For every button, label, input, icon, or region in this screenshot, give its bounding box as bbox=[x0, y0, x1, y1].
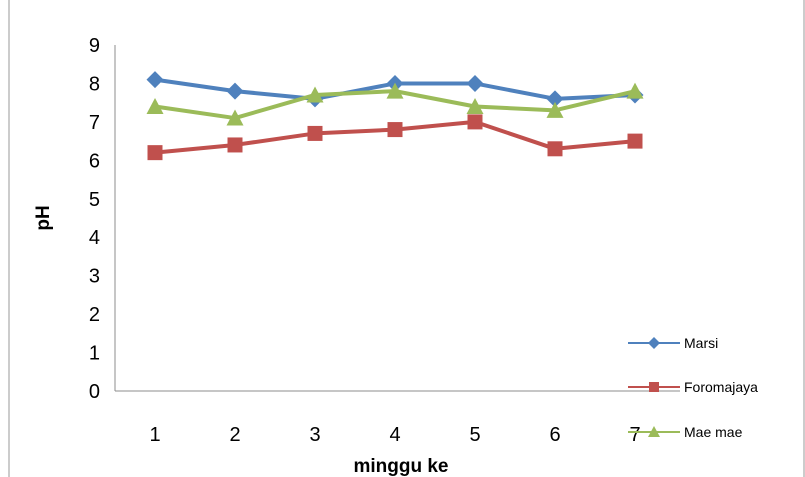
x-tick-label: 4 bbox=[389, 424, 400, 446]
data-point bbox=[307, 125, 323, 141]
x-tick-labels: 1 2 3 4 5 6 7 bbox=[149, 424, 640, 446]
data-point bbox=[547, 141, 563, 157]
data-point bbox=[227, 137, 243, 153]
series-layer bbox=[146, 71, 644, 161]
x-axis-title: minggu ke bbox=[353, 456, 448, 477]
legend-marker bbox=[648, 426, 660, 437]
x-tick-label: 3 bbox=[309, 424, 320, 446]
y-tick-label: 4 bbox=[89, 227, 100, 249]
data-point bbox=[467, 114, 483, 130]
legend-marker bbox=[648, 337, 660, 349]
legend-label: Mae mae bbox=[684, 424, 743, 440]
data-point bbox=[626, 82, 644, 99]
y-tick-label: 5 bbox=[89, 189, 100, 211]
data-point bbox=[146, 71, 164, 89]
y-tick-label: 7 bbox=[89, 112, 100, 134]
data-point bbox=[146, 98, 164, 115]
plot-axes bbox=[114, 45, 680, 392]
legend-marker bbox=[649, 382, 659, 392]
x-tick-label: 5 bbox=[469, 424, 480, 446]
legend: Marsi Foromajaya Mae mae bbox=[628, 335, 758, 440]
data-point bbox=[387, 122, 403, 138]
y-tick-label: 6 bbox=[89, 150, 100, 172]
x-tick-label: 7 bbox=[629, 424, 640, 446]
y-tick-label: 1 bbox=[89, 343, 100, 365]
data-point bbox=[546, 101, 564, 118]
y-axis-title: pH bbox=[33, 205, 54, 230]
legend-label: Foromajaya bbox=[684, 379, 758, 395]
y-tick-label: 2 bbox=[89, 304, 100, 326]
data-point bbox=[627, 133, 643, 149]
y-tick-label: 8 bbox=[89, 73, 100, 95]
x-tick-label: 6 bbox=[549, 424, 560, 446]
x-tick-label: 1 bbox=[149, 424, 160, 446]
y-tick-label: 3 bbox=[89, 266, 100, 288]
data-point bbox=[226, 109, 244, 126]
data-point bbox=[546, 90, 564, 108]
y-tick-labels: 0 1 2 3 4 5 6 7 8 9 bbox=[89, 35, 100, 403]
data-point bbox=[466, 74, 484, 92]
data-point bbox=[147, 145, 163, 161]
data-point bbox=[386, 82, 404, 99]
y-tick-label: 0 bbox=[89, 381, 100, 403]
data-point bbox=[466, 98, 484, 115]
data-point bbox=[306, 86, 324, 103]
data-point bbox=[226, 82, 244, 100]
x-tick-label: 2 bbox=[229, 424, 240, 446]
y-tick-label: 9 bbox=[89, 35, 100, 57]
legend-label: Marsi bbox=[684, 335, 718, 351]
